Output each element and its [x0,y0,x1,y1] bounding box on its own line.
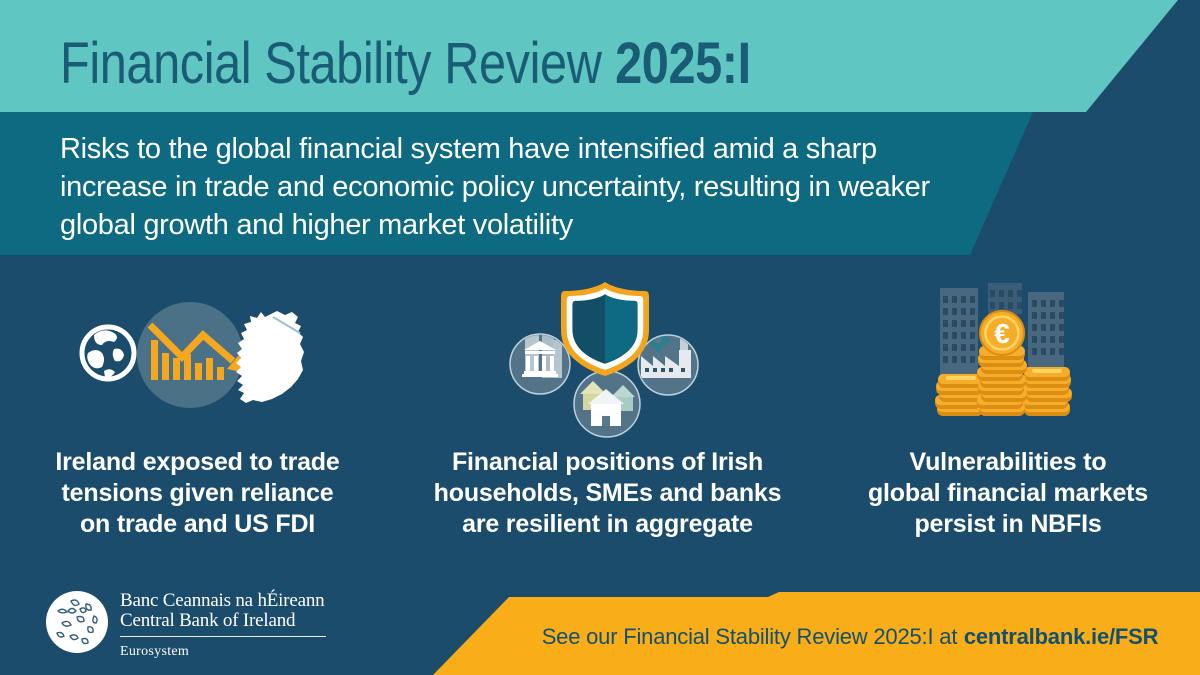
caption-line: Ireland exposed to trade [55,448,340,476]
ireland-map-icon [236,311,304,403]
key-message-trade: Ireland exposed to trade tensions given … [35,447,360,540]
logo-eurosystem: Eurosystem [120,644,190,659]
euro-coins-buildings-icon: € [935,283,1072,416]
logo-english-name: Central Bank of Ireland [120,610,296,631]
caption-line: Financial positions of Irish [451,448,764,476]
subheader-line: increase in trade and economic policy un… [60,171,930,203]
caption-line: global financial markets [867,479,1148,507]
caption-line: households, SMEs and banks [433,479,782,507]
cta-prefix: See our Financial Stability Review 2025:… [541,624,958,649]
logo-irish-name: Banc Ceannais na hÉireann [120,590,325,611]
title-edition: 2025:I [615,31,751,96]
euro-coin-icon: € [979,310,1025,356]
subheader-line: global growth and higher market volatili… [60,209,573,241]
key-message-nbfi: Vulnerabilities to global financial mark… [843,447,1173,540]
cta-text: See our Financial Stability Review 2025:… [505,623,1195,650]
header-banner [0,0,1178,112]
globe-downtrend-ireland-map-icon [79,302,304,408]
caption-line: on trade and US FDI [79,510,316,538]
title-regular: Financial Stability Review [60,31,602,96]
banks-circle-icon [509,333,571,395]
cta-link[interactable]: centralbank.ie/FSR [963,624,1159,649]
shield-households-smes-banks-icon [509,282,699,438]
subheader-band [0,112,1033,255]
subheader-text: Risks to the global financial system hav… [60,130,1040,244]
households-circle-icon [573,370,641,438]
page-title: Financial Stability Review 2025:I [60,34,751,94]
subheader-line: Risks to the global financial system hav… [60,133,877,165]
cta-banner [433,592,1200,675]
caption-line: persist in NBFIs [914,510,1102,538]
logo-divider [120,636,326,637]
euro-symbol: € [994,318,1010,349]
caption-line: tensions given reliance [61,479,334,507]
caption-line: Vulnerabilities to [909,448,1107,476]
key-message-resilience: Financial positions of Irish households,… [425,447,790,540]
globe-icon [79,324,137,382]
caption-line: are resilient in aggregate [462,510,753,538]
logo-text: Banc Ceannais na hÉireann Central Bank o… [120,591,326,662]
declining-bar-chart-icon [147,322,246,380]
logo-sphere-icon [46,591,108,653]
shield-icon [561,282,649,376]
